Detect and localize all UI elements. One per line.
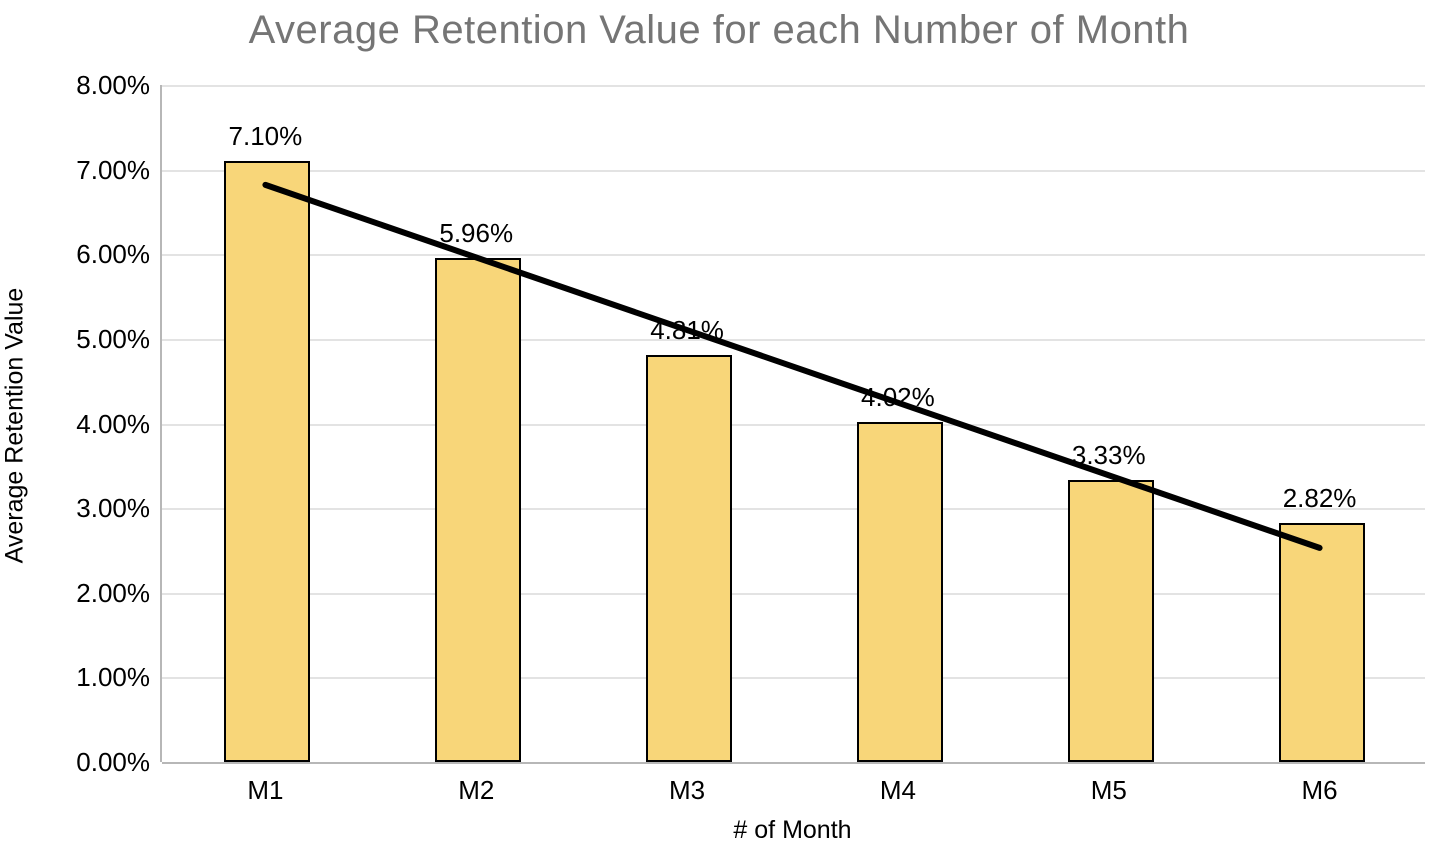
y-tick-label: 5.00% — [76, 323, 150, 354]
bar-m6 — [1278, 523, 1365, 762]
gridline — [162, 762, 1425, 764]
bar-m4 — [856, 421, 943, 762]
chart-title: Average Retention Value for each Number … — [248, 8, 1190, 52]
bar-m3 — [646, 354, 733, 762]
bar-value-label: 4.81% — [650, 314, 724, 345]
bar-value-label: 7.10% — [228, 121, 303, 152]
y-tick-label: 1.00% — [76, 662, 150, 693]
x-tick-label-m5: M5 — [1090, 775, 1127, 805]
gridline — [162, 677, 1425, 680]
bar-m1 — [224, 161, 311, 762]
plot-area — [160, 85, 1425, 764]
gridline — [162, 592, 1425, 595]
gridline — [162, 254, 1425, 257]
gridline — [162, 338, 1425, 341]
bar-value-label: 5.96% — [439, 217, 514, 248]
y-tick-label: 2.00% — [76, 577, 150, 608]
y-tick-label: 0.00% — [76, 747, 150, 777]
gridline — [162, 508, 1425, 511]
x-tick-label-m2: M2 — [458, 775, 495, 805]
gridline — [162, 423, 1425, 426]
bar-value-label: 3.33% — [1071, 440, 1146, 471]
bar-m5 — [1067, 480, 1154, 762]
y-tick-label: 7.00% — [76, 154, 150, 185]
gridline — [162, 85, 1425, 87]
x-tick-label-m1: M1 — [247, 775, 284, 805]
bar-value-label: 2.82% — [1282, 483, 1357, 514]
y-tick-label: 3.00% — [76, 493, 150, 524]
y-tick-label: 4.00% — [76, 408, 150, 439]
y-tick-label: 6.00% — [76, 239, 150, 270]
x-tick-label-m3: M3 — [669, 775, 706, 805]
bar-m2 — [435, 257, 522, 762]
gridline — [162, 169, 1425, 172]
x-axis-title: # of Month — [733, 816, 852, 844]
y-tick-label: 8.00% — [76, 70, 150, 100]
x-tick-label-m4: M4 — [879, 775, 916, 805]
bar-value-label: 4.02% — [861, 381, 935, 412]
x-tick-label-m6: M6 — [1301, 775, 1338, 805]
